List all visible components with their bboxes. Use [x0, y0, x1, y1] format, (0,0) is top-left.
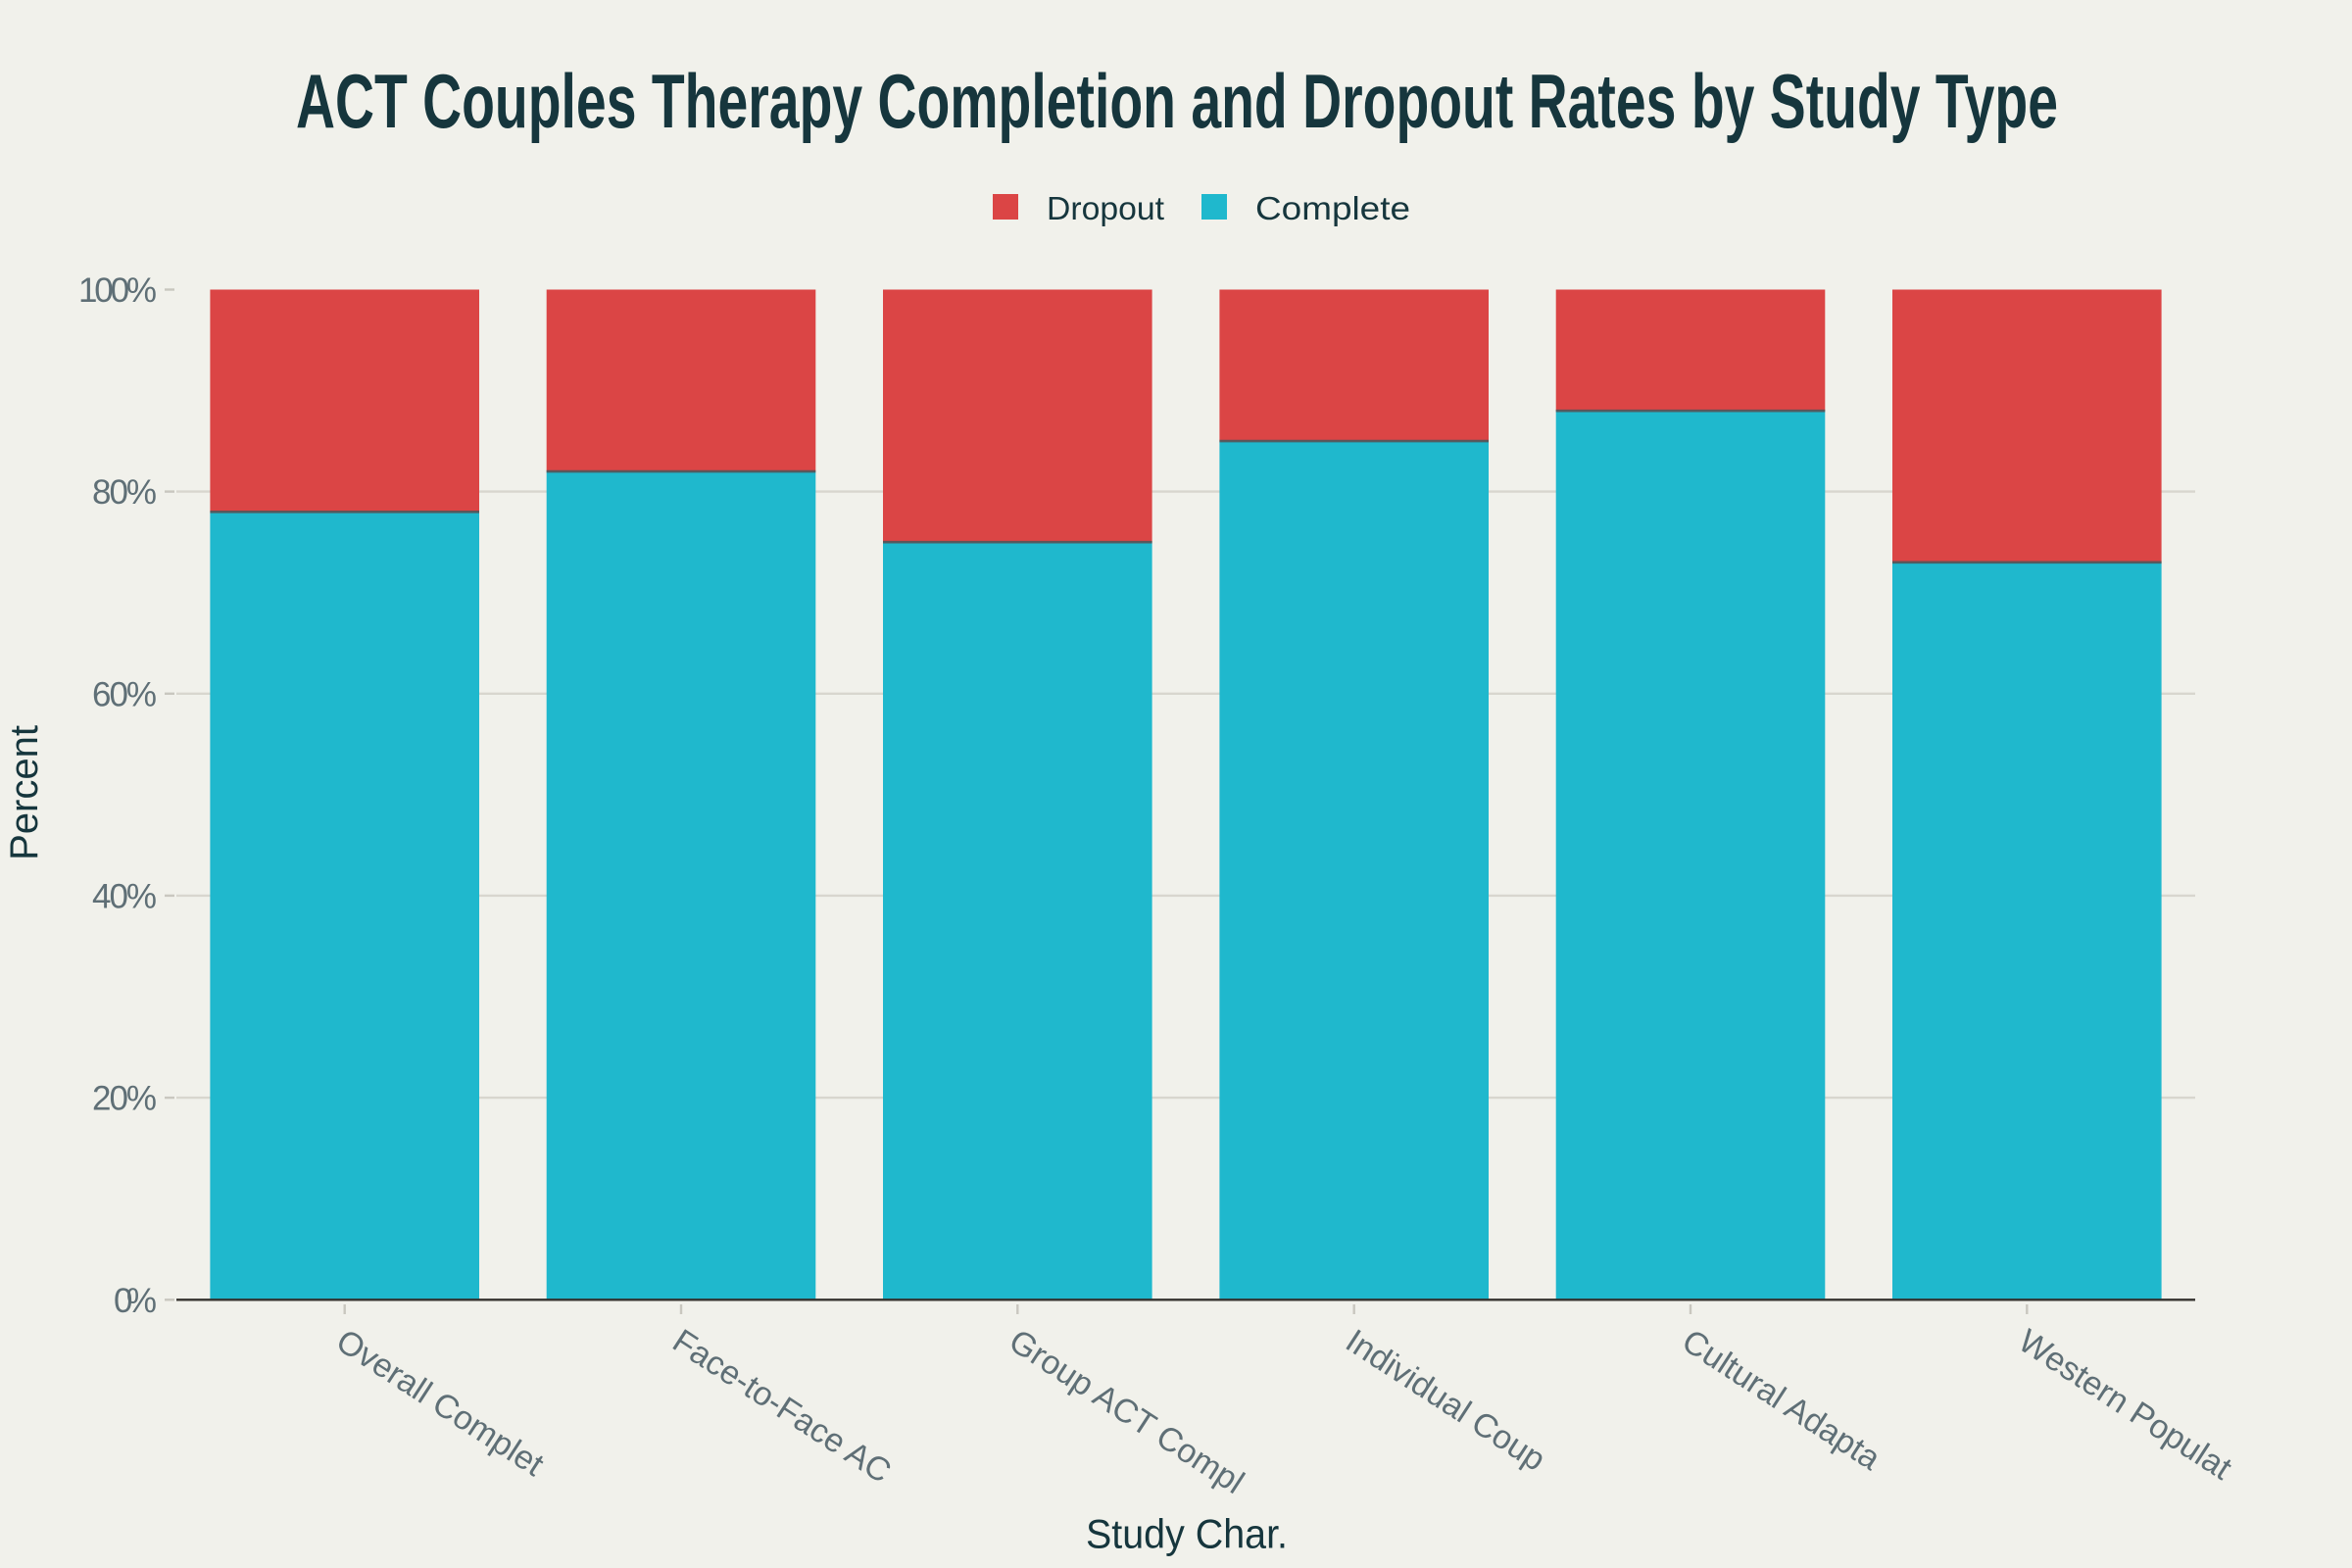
svg-text:Complete: Complete — [1255, 190, 1410, 226]
svg-text:Percent: Percent — [3, 725, 46, 860]
svg-text:Study Char.: Study Char. — [1086, 1511, 1288, 1557]
svg-text:40%: 40% — [92, 877, 157, 915]
svg-text:20%: 20% — [92, 1080, 157, 1118]
svg-text:80%: 80% — [92, 473, 157, 512]
svg-text:Dropout: Dropout — [1047, 190, 1164, 226]
svg-text:60%: 60% — [92, 675, 157, 713]
svg-text:0%: 0% — [114, 1282, 157, 1320]
svg-text:ACT Couples Therapy Completion: ACT Couples Therapy Completion and Dropo… — [296, 58, 2058, 144]
svg-text:100%: 100% — [78, 271, 157, 310]
